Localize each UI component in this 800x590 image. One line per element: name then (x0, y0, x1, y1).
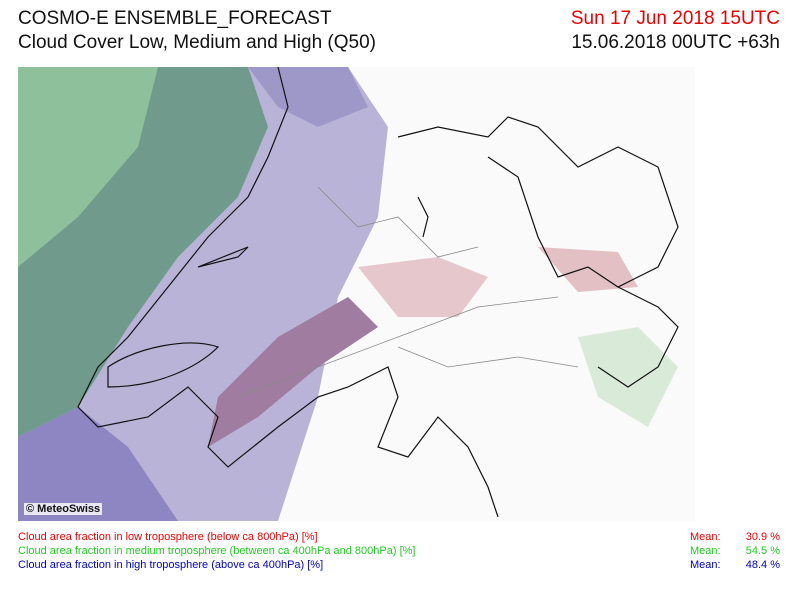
mean-value: 54.5 % (745, 545, 780, 557)
mean-label: Mean: (690, 545, 721, 557)
mean-label: Mean: (690, 531, 721, 543)
medium-cloud (18, 67, 158, 267)
mean-value: 30.9 % (745, 531, 780, 543)
borders (77, 67, 679, 518)
run-time: 15.06.2018 00UTC +63h (571, 32, 780, 53)
high-cloud (248, 67, 368, 127)
cantonal-borders (237, 186, 579, 398)
map (18, 67, 695, 521)
valid-time: Sun 17 Jun 2018 15UTC (570, 8, 780, 29)
legend-mean: Mean: 48.4 % (690, 559, 780, 571)
medium-cloud (578, 327, 678, 427)
legend-mean: Mean: 30.9 % (690, 531, 780, 543)
subtitle: Cloud Cover Low, Medium and High (Q50) (18, 32, 377, 53)
copyright: © MeteoSwiss (24, 503, 103, 515)
high-cloud (18, 407, 178, 521)
low-cloud (538, 247, 638, 292)
title: COSMO-E ENSEMBLE_FORECAST (18, 8, 332, 29)
legend-label: Cloud area fraction in high troposphere … (18, 559, 324, 571)
mean-label: Mean: (690, 559, 721, 571)
low-cloud (208, 297, 378, 447)
low-cloud (358, 257, 488, 317)
legend-label: Cloud area fraction in medium tropospher… (18, 545, 416, 557)
legend-mean: Mean: 54.5 % (690, 545, 780, 557)
mean-value: 48.4 % (745, 559, 780, 571)
legend-label: Cloud area fraction in low troposphere (… (18, 531, 318, 543)
